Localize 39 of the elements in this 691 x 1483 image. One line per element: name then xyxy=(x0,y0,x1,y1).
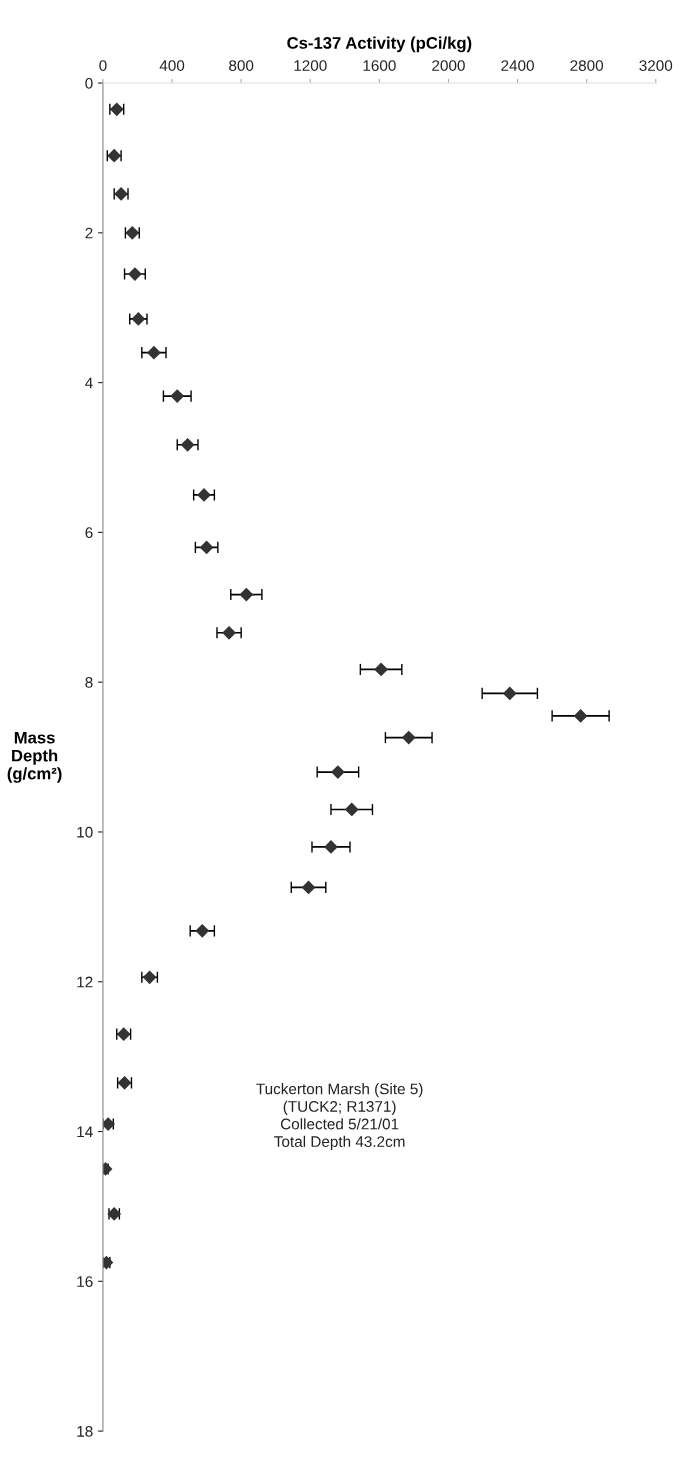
y-tick-label: 14 xyxy=(77,1126,93,1138)
point xyxy=(402,731,416,745)
x-tick-label: 1200 xyxy=(294,60,327,71)
x-tick-label: 2000 xyxy=(432,60,465,71)
y-axis-title: Mass Depth (g/cm²) xyxy=(7,731,62,783)
y-tick-label: 4 xyxy=(85,377,93,389)
x-tick-label: 1600 xyxy=(363,60,396,71)
y-tick-label: 8 xyxy=(85,677,93,688)
y-tick-label: 2 xyxy=(85,227,93,239)
point xyxy=(374,662,388,677)
x-tick-label: 3200 xyxy=(639,60,673,71)
point xyxy=(574,709,588,723)
y-tick-label: 10 xyxy=(77,826,93,838)
point xyxy=(128,267,142,281)
x-tick-label: 0 xyxy=(99,60,107,71)
y-tick-label: 6 xyxy=(85,527,93,539)
point xyxy=(345,802,359,817)
point xyxy=(222,626,236,640)
point xyxy=(503,686,517,701)
y-tick-label: 12 xyxy=(77,976,93,988)
point xyxy=(147,346,161,360)
y-tick-label: 16 xyxy=(77,1276,93,1287)
point xyxy=(239,587,253,602)
x-axis-title: Cs-137 Activity (pCi/kg) xyxy=(287,36,472,53)
point xyxy=(324,840,338,854)
y-tick-label: 0 xyxy=(85,77,93,89)
point xyxy=(195,924,209,938)
point xyxy=(200,540,214,554)
point xyxy=(181,438,195,452)
annotation: Tuckerton Marsh (Site 5) (TUCK2; R1371) Collected 5/21/01 Total Depth 43.2cm xyxy=(256,1083,423,1151)
point xyxy=(170,389,184,403)
x-tick-label: 2800 xyxy=(570,60,604,71)
x-tick-label: 400 xyxy=(159,60,185,71)
point xyxy=(301,880,316,894)
x-tick-label: 800 xyxy=(229,60,254,71)
x-tick-label: 2400 xyxy=(501,60,534,71)
point xyxy=(197,488,211,502)
y-tick-label: 18 xyxy=(77,1425,93,1437)
point xyxy=(331,765,345,779)
